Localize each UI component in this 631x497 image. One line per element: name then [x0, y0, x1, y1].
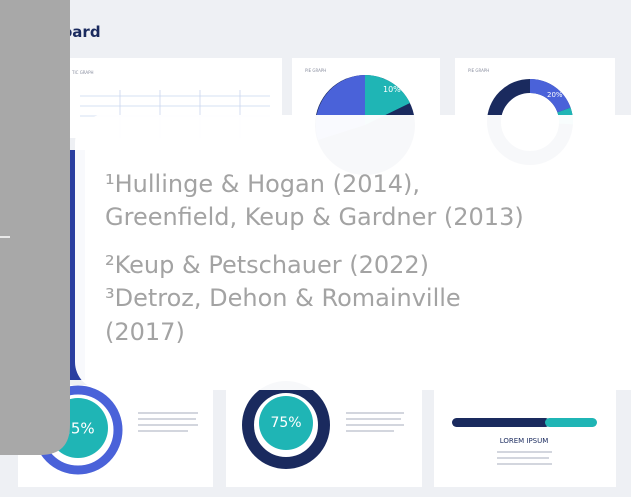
pie-slice [365, 74, 410, 125]
text-lines [138, 412, 198, 432]
donut-center [259, 396, 313, 450]
reference-line: (2017) [105, 318, 185, 346]
references: ¹Hullinge & Hogan (2014), Greenfield, Ke… [105, 170, 524, 346]
dashboard-title: oard [62, 23, 101, 41]
progress-bar [545, 418, 597, 427]
text-lines [497, 451, 552, 465]
card-title: LOREM IPSUM [500, 437, 549, 445]
reference-line: ¹Hullinge & Hogan (2014), [105, 170, 420, 198]
card-label: PIE GRAPH [468, 68, 489, 73]
pie-label: 10% [383, 85, 401, 94]
text-lines [346, 412, 404, 432]
card-label: TIC GRAPH [71, 70, 94, 75]
reference-line: Greenfield, Keup & Gardner (2013) [105, 203, 524, 231]
reference-line: ³Detroz, Dehon & Romainville [105, 284, 461, 312]
donut-label: 20% [547, 91, 563, 99]
side-panel [0, 0, 70, 455]
card-label: PIE GRAPH [305, 68, 326, 73]
card [434, 385, 616, 487]
donut-label: 75% [270, 415, 301, 431]
overlay-card [75, 115, 631, 390]
donut-arc [529, 78, 571, 113]
reference-line: ²Keup & Petschauer (2022) [105, 251, 429, 279]
progress-bar [452, 418, 550, 427]
